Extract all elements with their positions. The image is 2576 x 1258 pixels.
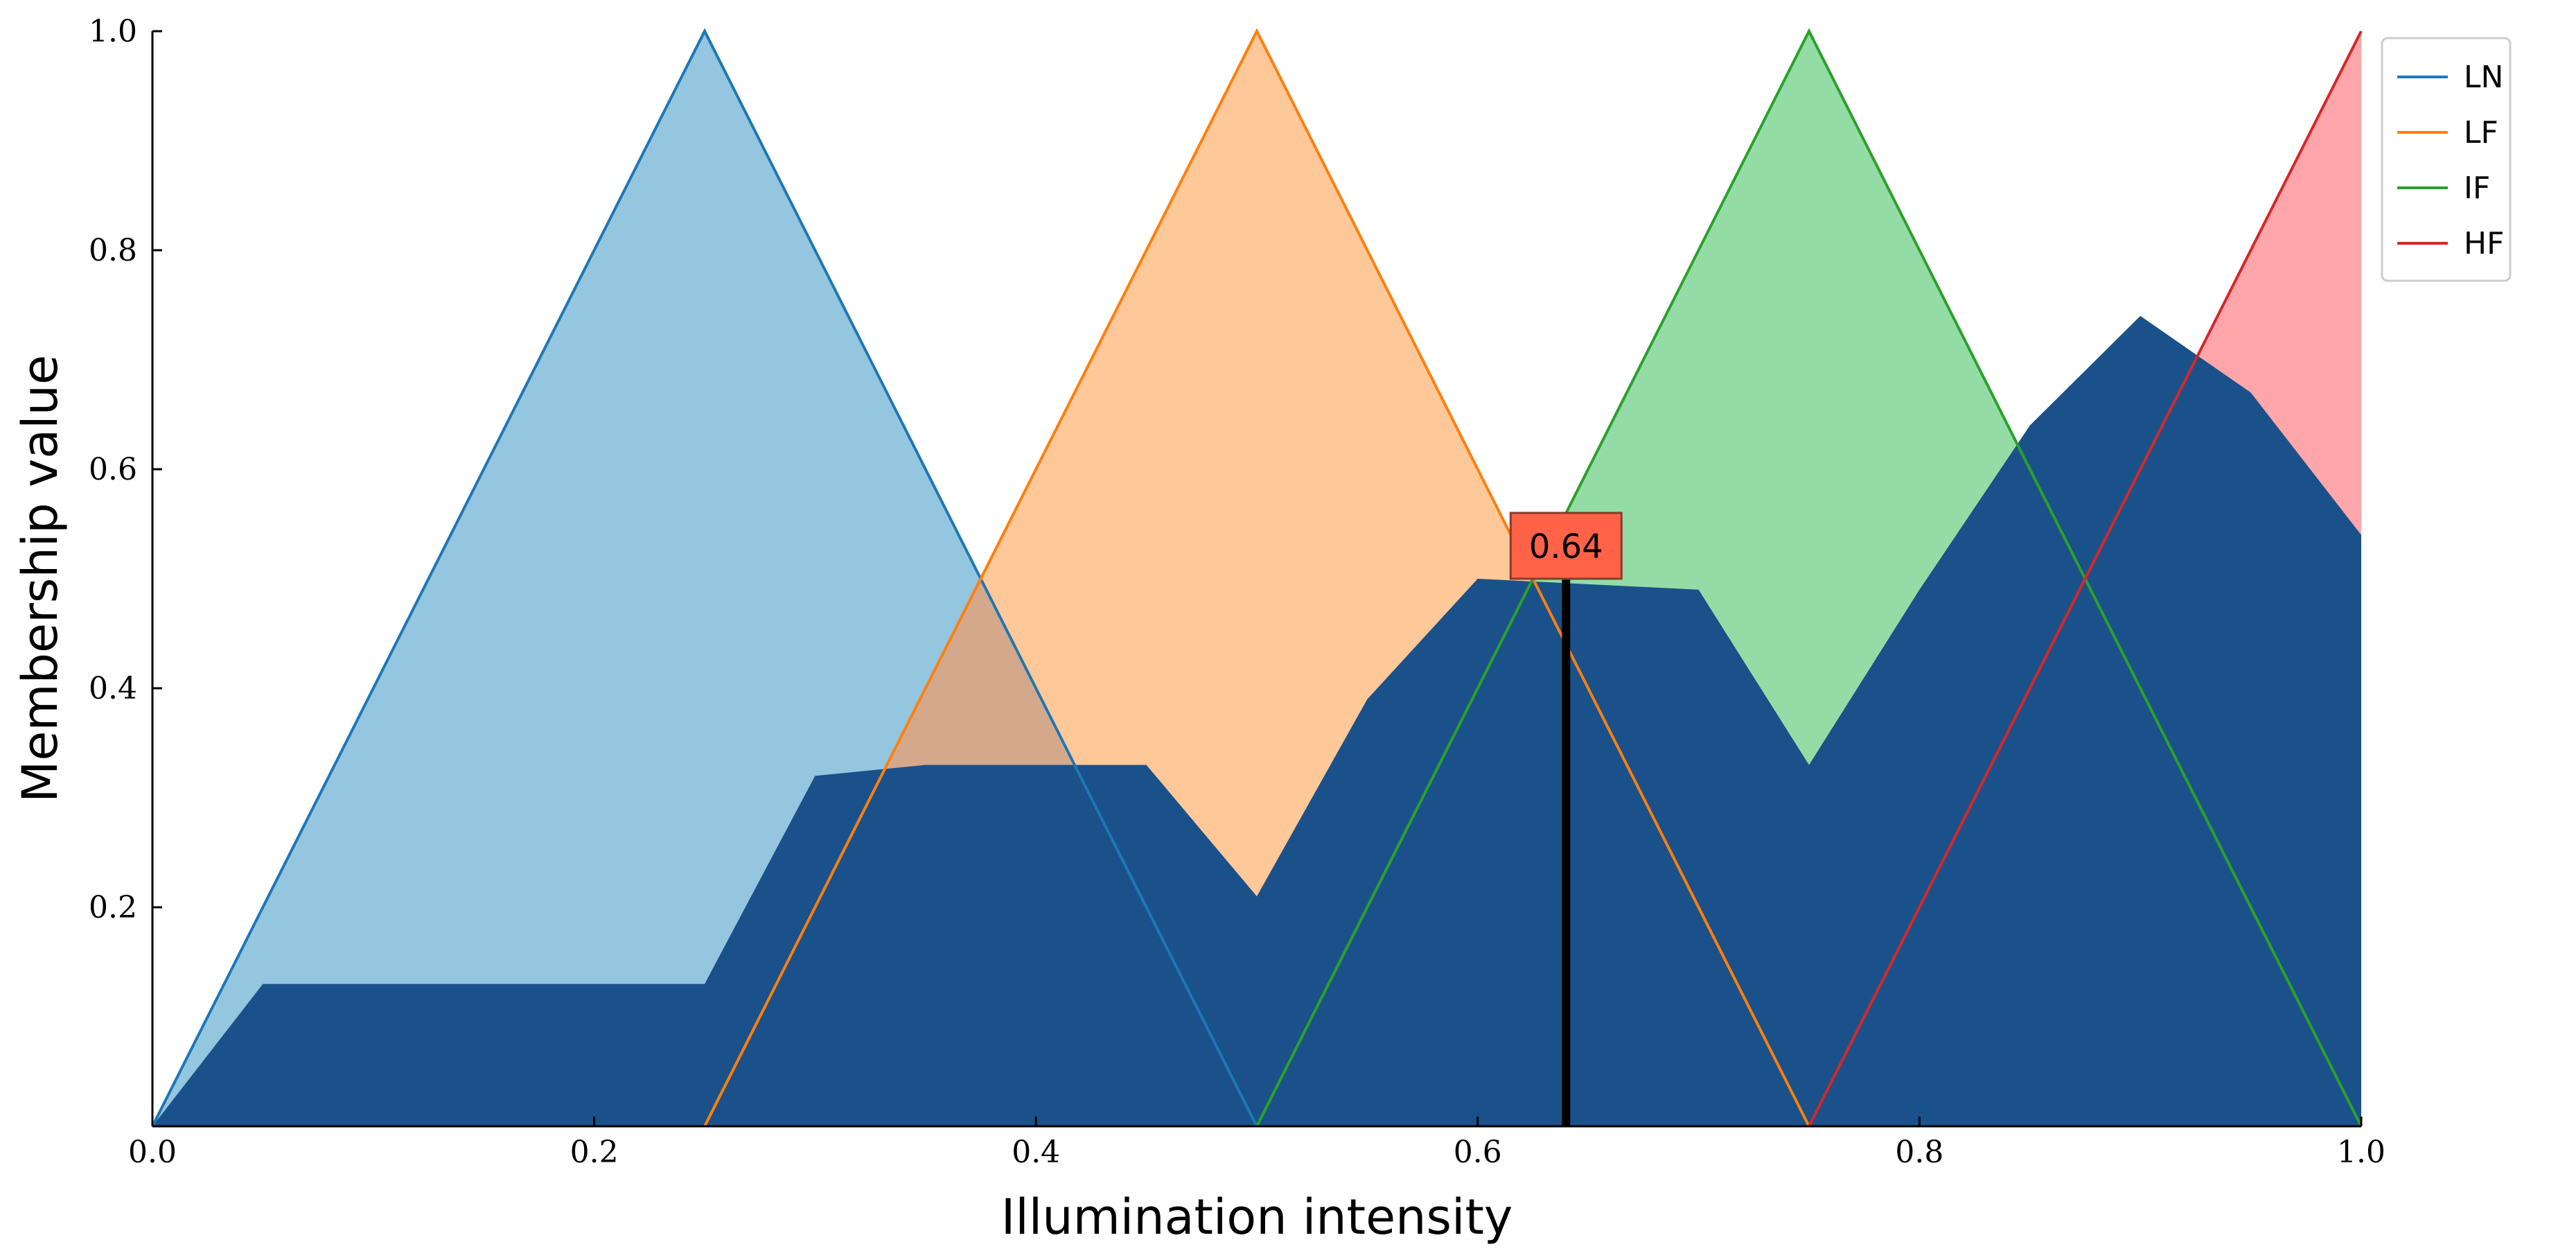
annotation-box (1509, 512, 1623, 580)
legend-label-if: IF (2464, 171, 2490, 206)
line-ln (151, 28, 1258, 1127)
legend: LN LF IF HF (2381, 37, 2512, 282)
y-tick-label: 0.6 (89, 452, 137, 487)
y-tick-label: 0.2 (89, 890, 137, 925)
x-ticks: 0.0 0.2 0.4 0.6 0.8 1.0 (128, 1117, 2385, 1170)
y-tick-label: 0.8 (89, 233, 137, 268)
x-tick-label: 0.4 (1012, 1135, 1060, 1170)
annotation-label: 0.64 (1529, 527, 1603, 566)
x-tick-label: 1.0 (2337, 1135, 2385, 1170)
x-tick-label: 0.8 (1895, 1135, 1943, 1170)
x-tick-label: 0.6 (1454, 1135, 1502, 1170)
aggregated-area (152, 315, 2361, 1126)
line-hf (1808, 30, 2363, 1127)
x-tick-label: 0.0 (128, 1135, 177, 1170)
x-tick-label: 0.2 (570, 1135, 619, 1170)
y-ticks: 0.2 0.4 0.6 0.8 1.0 (89, 14, 162, 925)
aggregated-output-area (152, 315, 2361, 1126)
y-tick-label: 0.4 (89, 671, 137, 706)
legend-box (2381, 37, 2512, 282)
axes (151, 31, 2361, 1128)
line-if (1255, 28, 2363, 1127)
y-axis-label: Membership value (12, 355, 69, 803)
annotation: 0.64 (1509, 512, 1623, 1126)
y-tick-label: 1.0 (89, 14, 137, 49)
line-lf (703, 28, 1810, 1127)
x-axis-label: Illumination intensity (1001, 1189, 1513, 1246)
legend-label-hf: HF (2464, 226, 2504, 261)
legend-label-lf: LF (2464, 115, 2498, 150)
membership-lines (151, 28, 2363, 1127)
legend-label-ln: LN (2464, 60, 2503, 95)
